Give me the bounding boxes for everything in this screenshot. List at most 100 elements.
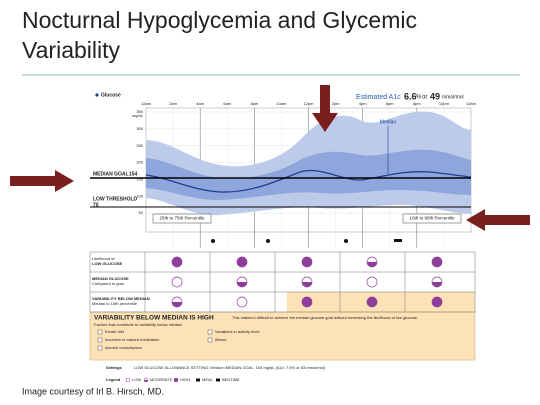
meal-icon — [266, 239, 270, 243]
legend: Legend LOW MODERATE HIGH MEAL BEDTIME — [106, 377, 240, 383]
level-icon — [366, 296, 378, 308]
bed-icon — [394, 239, 402, 242]
goal-value: 154 — [129, 171, 138, 177]
band-label-box — [402, 213, 462, 224]
row-sub: LOW GLUCOSE — [92, 261, 123, 266]
band-outer-label: 10th to 90th Percentile — [409, 216, 455, 221]
level-icon — [431, 296, 443, 308]
goal-label: MEDIAN GOAL — [93, 171, 129, 177]
time-label: 10pm — [439, 101, 450, 106]
settings-label: Settings — [106, 365, 123, 370]
time-label: 8pm — [413, 101, 421, 106]
a1c-label: Estimated A1c — [356, 94, 401, 101]
y-label: 150 — [136, 176, 143, 181]
y-label: 350 — [136, 109, 143, 114]
checkbox — [207, 329, 213, 335]
factors-title: Factors that contribute to variability b… — [94, 322, 182, 327]
factor: Variations in activity level — [215, 329, 260, 334]
level-icon — [236, 296, 248, 308]
factor: Erratic diet — [105, 329, 125, 334]
row-sub: Median to 10th percentile — [92, 301, 138, 306]
meal-icon — [211, 239, 215, 243]
a1c-percent: 6.6 — [404, 91, 417, 101]
legend-icon — [125, 377, 131, 383]
y-unit: mg/dL — [132, 113, 144, 118]
factor: Illness — [215, 337, 226, 342]
a1c-mmol: 49 — [430, 91, 440, 101]
legend-icon — [196, 378, 200, 382]
legend-label: Legend — [106, 377, 121, 382]
row-title: Likelihood of — [92, 256, 115, 261]
level-half — [367, 262, 377, 267]
icon — [95, 93, 99, 97]
checkbox — [97, 329, 103, 335]
legend-item: HIGH — [180, 377, 190, 382]
level-half — [302, 282, 312, 287]
a1c-or: or — [422, 95, 427, 101]
time-label: 12am — [141, 101, 152, 106]
time-label: 6pm — [386, 101, 394, 106]
legend-icon — [173, 377, 179, 383]
y-label: 50 — [139, 210, 144, 215]
time-label: 6am — [223, 101, 231, 106]
title: Variability — [22, 37, 120, 63]
a1c-unit: % — [416, 95, 422, 101]
level-icon — [171, 256, 183, 268]
level-half — [237, 282, 247, 287]
factor: Alcohol consumption — [105, 345, 142, 350]
level-icon — [301, 256, 313, 268]
level-icon — [366, 276, 378, 288]
notice-box — [89, 311, 476, 361]
legend-item: MEAL — [202, 377, 214, 382]
level-icon — [171, 276, 183, 288]
highlight — [287, 292, 475, 312]
checkbox — [207, 337, 213, 343]
header-label: Glucose — [101, 92, 121, 98]
threshold-value: 70 — [93, 202, 99, 208]
row-title: MEDIAN GLUCOSE — [92, 276, 129, 281]
time-label: 2am — [169, 101, 177, 106]
y-label: 250 — [136, 143, 143, 148]
legend-icon — [216, 378, 220, 382]
row-sub: Compared to goal — [92, 281, 124, 286]
median-label: Median — [380, 119, 397, 125]
settings-text: LOW GLUCOSE ALLOWANCE SETTING: Medium ME… — [134, 365, 326, 370]
arrow — [10, 170, 74, 192]
y-label: 200 — [136, 160, 143, 165]
legend-item: BEDTIME — [222, 377, 240, 382]
level-icon — [236, 256, 248, 268]
band-inner-label: 25th to 75th Percentile — [159, 216, 205, 221]
event-icons — [211, 239, 402, 243]
band-label-box — [152, 213, 212, 224]
time-label: 2pm — [332, 101, 340, 106]
threshold-label: LOW THRESHOLD — [93, 196, 138, 202]
legend-half — [144, 380, 148, 382]
checkbox — [97, 337, 103, 343]
time-label: 10am — [276, 101, 287, 106]
band-inner — [146, 149, 471, 200]
meal-icon — [344, 239, 348, 243]
level-half — [172, 302, 182, 307]
time-label: 4pm — [359, 101, 367, 106]
time-label: 12am — [466, 101, 477, 106]
time-label: 12pm — [303, 101, 314, 106]
arrow — [312, 85, 338, 132]
factors: Erratic diet Incorrect or missed medicati… — [97, 329, 260, 351]
level-icon — [301, 296, 313, 308]
checkbox — [97, 345, 103, 351]
legend-item: MODERATE — [150, 377, 173, 382]
a1c: Estimated A1c 6.6 % or 49 mmol/mol — [356, 91, 464, 101]
time-label: 8am — [250, 101, 258, 106]
notice-heading: VARIABILITY BELOW MEDIAN IS HIGH — [94, 315, 214, 322]
notice-text: This makes it difficult to achieve the m… — [232, 315, 418, 320]
row-title: VARIABILITY BELOW MEDIAN — [92, 296, 150, 301]
legend-item: LOW — [132, 377, 141, 382]
table-frame — [89, 251, 476, 313]
factor: Incorrect or missed medication — [105, 337, 159, 342]
y-label: 100 — [136, 193, 143, 198]
title: Nocturnal Hypoglycemia and Glycemic — [22, 7, 417, 33]
y-label: 300 — [136, 126, 143, 131]
level-half — [432, 282, 442, 287]
